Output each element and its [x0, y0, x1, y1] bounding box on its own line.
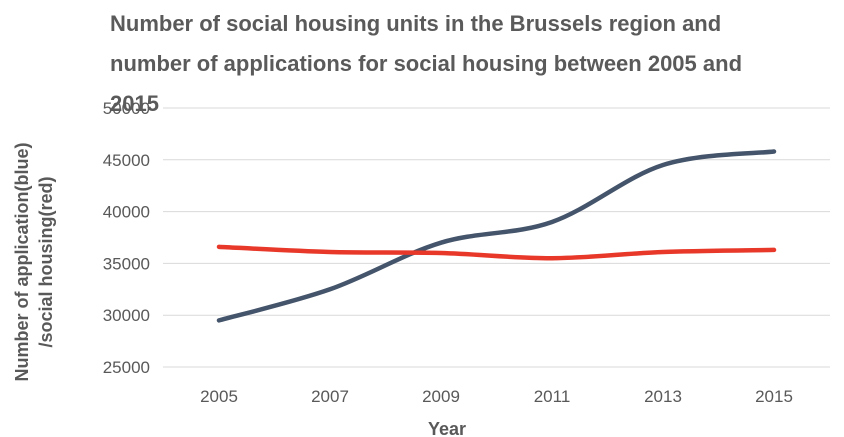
y-tick-label-25000: 25000 — [103, 358, 150, 377]
y-axis-label-line-2: /social housing(red) — [36, 176, 56, 347]
y-tick-label-45000: 45000 — [103, 151, 150, 170]
x-tick-label-2015: 2015 — [755, 387, 793, 406]
y-axis-label-line-1: Number of application(blue) — [12, 142, 32, 381]
x-tick-label-2011: 2011 — [534, 387, 571, 406]
y-tick-label-30000: 30000 — [103, 306, 150, 325]
series-line-1 — [216, 149, 777, 323]
chart-title-line-3: 2015 — [110, 91, 159, 116]
x-tick-label-2013: 2013 — [644, 387, 682, 406]
chart-title-line-2: number of applications for social housin… — [110, 51, 742, 76]
x-tick-label-2009: 2009 — [422, 387, 460, 406]
chart-title-line-1: Number of social housing units in the Br… — [110, 11, 721, 36]
x-tick-labels: 2005 2007 2009 2011 2013 2015 — [200, 387, 793, 406]
y-tick-label-50000: 50000 — [103, 99, 150, 118]
series-lines — [216, 149, 777, 323]
x-tick-label-2007: 2007 — [311, 387, 349, 406]
y-tick-labels: 25000 30000 35000 40000 45000 50000 — [103, 99, 150, 377]
x-axis-label: Year — [428, 419, 466, 437]
y-tick-label-40000: 40000 — [103, 203, 150, 222]
x-tick-label-2005: 2005 — [200, 387, 238, 406]
gridlines — [163, 107, 830, 368]
y-tick-label-35000: 35000 — [103, 254, 150, 273]
series-line-2 — [216, 244, 777, 261]
